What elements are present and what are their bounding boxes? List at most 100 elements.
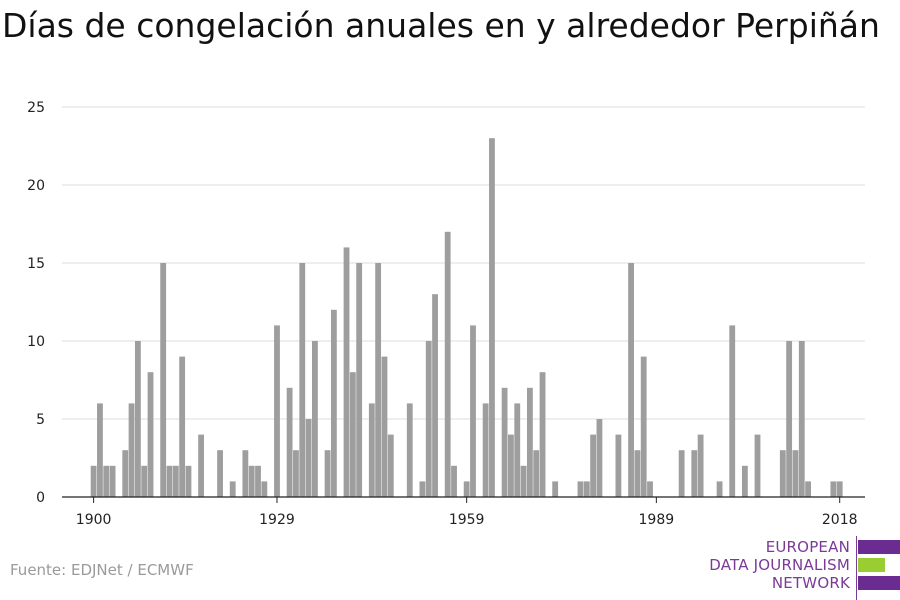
logo-bar-middle (858, 558, 885, 572)
bar-1970 (533, 450, 540, 497)
y-tick-label-15: 15 (27, 256, 45, 272)
bar-1967 (514, 403, 521, 497)
bar-1931 (286, 387, 293, 497)
bar-1977 (577, 481, 584, 497)
bar-1934 (305, 419, 312, 497)
axes: 0 5 10 15 20 25 1900 1929 1959 1989 2018 (27, 100, 865, 528)
bar-2012 (798, 341, 805, 497)
y-tick-label-0: 0 (36, 490, 45, 506)
y-tick-label-10: 10 (27, 334, 45, 350)
bar-2003 (741, 465, 748, 497)
bar-1915 (185, 465, 192, 497)
bar-1946 (381, 356, 388, 497)
bar-1929 (274, 325, 280, 497)
logo-divider (856, 536, 857, 600)
bar-2001 (729, 325, 736, 497)
logo-text-line-3: NETWORK (771, 574, 850, 592)
bar-1914 (179, 356, 186, 497)
logo-bar-bottom (858, 576, 900, 590)
bar-2010 (786, 341, 793, 497)
bar-1905 (122, 450, 129, 497)
edjnet-logo: EUROPEAN DATA JOURNALISM NETWORK (700, 536, 900, 600)
bar-1965 (501, 387, 508, 497)
bar-2018 (836, 481, 843, 497)
source-note: Fuente: EDJNet / ECMWF (10, 561, 194, 579)
bar-1901 (97, 403, 103, 497)
bar-1944 (368, 403, 375, 497)
x-tick-label-2018: 2018 (822, 512, 858, 528)
bar-1932 (293, 450, 299, 497)
bar-1995 (691, 450, 698, 497)
bar-1962 (482, 403, 489, 497)
bar-1957 (451, 465, 457, 497)
bar-1980 (596, 419, 603, 497)
bar-1940 (343, 247, 350, 497)
bar-1942 (356, 263, 363, 497)
bar-1979 (590, 434, 597, 497)
bar-1959 (463, 481, 470, 497)
y-tick-label-5: 5 (36, 412, 45, 428)
x-tick-label-1989: 1989 (639, 512, 675, 528)
bar-1960 (470, 325, 476, 497)
bar-1909 (147, 372, 154, 497)
chart-title: Días de congelación anuales en y alreded… (2, 6, 880, 45)
x-tick-label-1929: 1929 (259, 512, 295, 528)
bar-1950 (406, 403, 413, 497)
bar-1945 (375, 263, 382, 497)
bars (90, 138, 843, 498)
bar-1926 (255, 465, 261, 497)
bar-1983 (615, 434, 622, 497)
bar-1978 (583, 481, 590, 497)
x-tick-label-1959: 1959 (449, 512, 485, 528)
bar-1953 (425, 341, 432, 497)
bar-1937 (324, 450, 331, 497)
bar-1941 (349, 372, 356, 497)
bar-1969 (526, 387, 533, 497)
logo-bar-top (858, 540, 900, 554)
bar-1925 (248, 465, 255, 497)
bar-1906 (128, 403, 135, 497)
bar-2009 (779, 450, 786, 497)
bar-1956 (444, 231, 451, 498)
bar-1952 (419, 481, 426, 497)
bar-2011 (792, 450, 799, 497)
bar-1963 (489, 138, 495, 497)
bar-1986 (634, 450, 641, 497)
bar-1999 (716, 481, 723, 497)
x-tick-label-1900: 1900 (76, 512, 112, 528)
bar-1933 (299, 263, 306, 497)
bar-1913 (172, 465, 179, 497)
bar-1988 (647, 481, 653, 497)
bar-1924 (242, 450, 249, 497)
bar-1922 (229, 481, 236, 497)
bar-1903 (109, 465, 116, 497)
bar-2017 (830, 481, 837, 497)
bar-1996 (697, 434, 704, 497)
bar-1938 (330, 309, 337, 497)
bar-1947 (387, 434, 394, 497)
bar-1973 (552, 481, 559, 497)
bar-chart: 0 5 10 15 20 25 1900 1929 1959 1989 2018 (27, 100, 865, 528)
bar-1985 (628, 263, 634, 497)
bar-1935 (312, 341, 318, 497)
bar-1968 (520, 465, 527, 497)
bar-1912 (166, 465, 173, 497)
bar-1917 (198, 434, 205, 497)
y-tick-label-20: 20 (27, 178, 45, 194)
bar-1900 (90, 465, 97, 497)
bar-1911 (160, 263, 167, 497)
bar-1993 (678, 450, 685, 497)
bar-1908 (141, 465, 148, 497)
bar-2013 (805, 481, 812, 497)
y-tick-label-25: 25 (27, 100, 45, 116)
bar-1954 (432, 294, 438, 497)
bar-1966 (508, 434, 514, 497)
bar-2005 (754, 434, 761, 497)
bar-1907 (134, 341, 141, 497)
logo-text-line-1: EUROPEAN (765, 538, 850, 556)
bar-1902 (103, 465, 110, 497)
bar-1971 (539, 372, 546, 497)
bar-1920 (217, 450, 223, 497)
logo-text-line-2: DATA JOURNALISM (709, 556, 850, 574)
bar-1927 (261, 481, 268, 497)
